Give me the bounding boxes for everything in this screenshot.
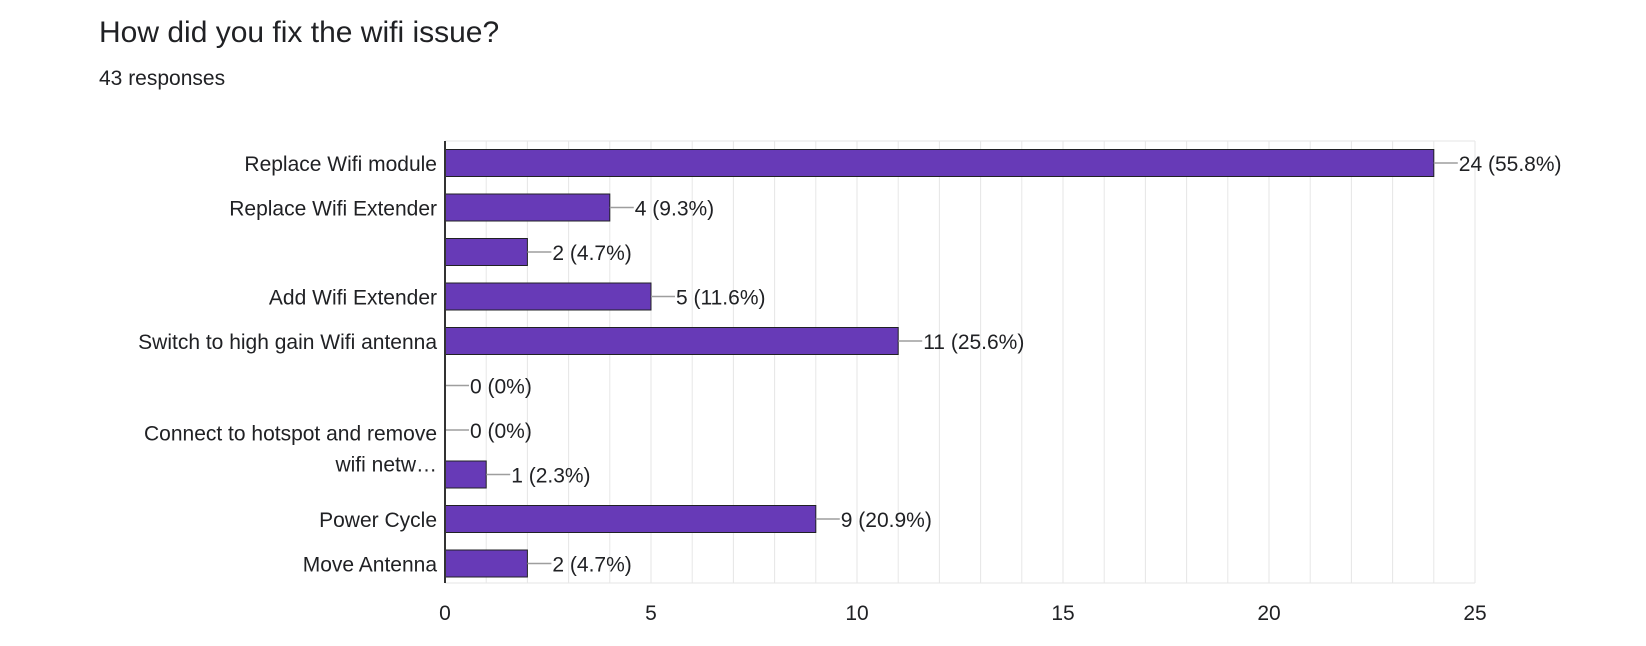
bar-2[interactable] — [444, 238, 528, 266]
category-label-3: Switch to high gain Wifi antenna — [138, 331, 437, 354]
data-label-1: 4 (9.3%) — [635, 198, 714, 221]
category-label-1: Replace Wifi Extender — [229, 198, 437, 221]
x-axis-tick-labels: 0 5 10 15 20 25 — [439, 602, 1487, 625]
category-label-0: Replace Wifi module — [244, 153, 437, 176]
category-label-2: Add Wifi Extender — [269, 287, 437, 310]
data-label-0: 24 (55.8%) — [1459, 153, 1562, 176]
bars — [444, 149, 1435, 578]
bar-3[interactable] — [444, 282, 652, 311]
chart-title: How did you fix the wifi issue? — [99, 16, 500, 49]
bar-0[interactable] — [444, 149, 1435, 177]
data-labels: 24 (55.8%)4 (9.3%)2 (4.7%)5 (11.6%)11 (2… — [470, 153, 1562, 577]
x-tick-label-1: 5 — [645, 602, 657, 625]
x-tick-label-2: 10 — [845, 602, 868, 625]
data-label-8: 9 (20.9%) — [841, 509, 932, 532]
x-tick-label-0: 0 — [439, 602, 451, 625]
category-label-5: Power Cycle — [319, 509, 437, 532]
leader-lines — [445, 162, 1458, 565]
bar-8[interactable] — [444, 505, 817, 533]
data-label-5: 0 (0%) — [470, 376, 532, 399]
category-labels: Replace Wifi module Replace Wifi Extender… — [138, 153, 437, 577]
category-label-4: Connect to hotspot and remove wifi netw… — [144, 423, 437, 477]
category-label-6: Move Antenna — [303, 554, 438, 577]
data-label-6: 0 (0%) — [470, 420, 532, 443]
response-count: 43 responses — [99, 67, 226, 90]
category-label-line-1: Connect to hotspot and remove — [144, 423, 437, 446]
x-tick-label-5: 25 — [1463, 602, 1486, 625]
category-label-line-2: wifi netw… — [334, 454, 437, 477]
bar-1[interactable] — [444, 193, 611, 222]
x-tick-label-4: 20 — [1257, 602, 1280, 625]
data-label-3: 5 (11.6%) — [676, 287, 766, 310]
data-label-2: 2 (4.7%) — [552, 242, 631, 265]
data-label-4: 11 (25.6%) — [923, 331, 1024, 354]
data-label-7: 1 (2.3%) — [511, 465, 590, 488]
bar-9[interactable] — [444, 549, 528, 578]
bar-4[interactable] — [444, 327, 899, 355]
bar-7[interactable] — [444, 460, 487, 489]
x-tick-label-3: 15 — [1051, 602, 1074, 625]
data-label-9: 2 (4.7%) — [552, 554, 631, 577]
